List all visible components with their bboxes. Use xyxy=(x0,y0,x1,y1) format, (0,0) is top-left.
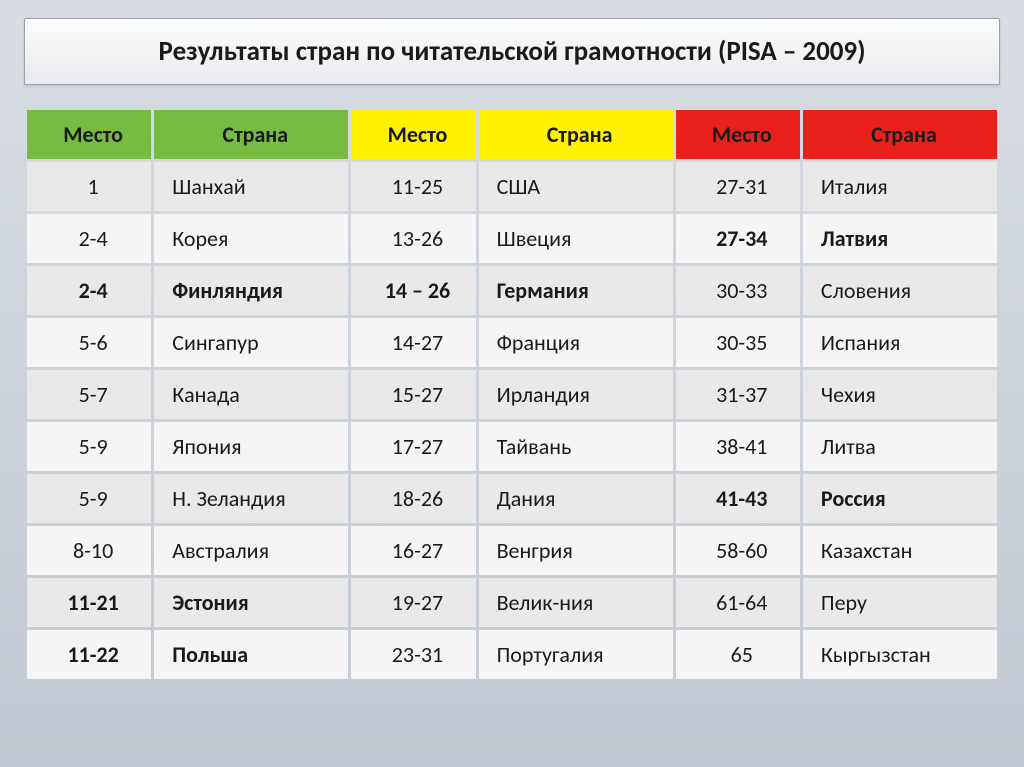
cell-country: Испания xyxy=(803,318,997,367)
cell-country: Латвия xyxy=(803,214,997,263)
cell-place: 30-35 xyxy=(676,318,800,367)
cell-country: Швеция xyxy=(479,214,673,263)
cell-country: Польша xyxy=(154,630,348,679)
cell-country: Чехия xyxy=(803,370,997,419)
table-body: 1Шанхай11-25США27-31Италия2-4Корея13-26Ш… xyxy=(27,162,997,679)
cell-country: Литва xyxy=(803,422,997,471)
cell-place: 41-43 xyxy=(676,474,800,523)
cell-country: Ирландия xyxy=(479,370,673,419)
cell-country: Япония xyxy=(154,422,348,471)
cell-place: 15-27 xyxy=(351,370,475,419)
col-header-place-2: Место xyxy=(351,110,475,159)
cell-place: 38-41 xyxy=(676,422,800,471)
cell-country: Канада xyxy=(154,370,348,419)
cell-place: 58-60 xyxy=(676,526,800,575)
table-row: 5-6Сингапур14-27Франция30-35Испания xyxy=(27,318,997,367)
cell-place: 5-7 xyxy=(27,370,151,419)
cell-place: 31-37 xyxy=(676,370,800,419)
cell-country: Н. Зеландия xyxy=(154,474,348,523)
page-title: Результаты стран по читательской грамотн… xyxy=(45,35,979,68)
table-row: 8-10Австралия16-27Венгрия58-60Казахстан xyxy=(27,526,997,575)
cell-place: 1 xyxy=(27,162,151,211)
cell-country: Финляндия xyxy=(154,266,348,315)
table-header-row: Место Страна Место Страна Место Страна xyxy=(27,110,997,159)
cell-country: Россия xyxy=(803,474,997,523)
table-row: 5-7Канада15-27Ирландия31-37Чехия xyxy=(27,370,997,419)
cell-country: Велик-ния xyxy=(479,578,673,627)
col-header-place-3: Место xyxy=(676,110,800,159)
results-table: Место Страна Место Страна Место Страна 1… xyxy=(24,107,1000,682)
table-row: 5-9Япония17-27Тайвань38-41Литва xyxy=(27,422,997,471)
col-header-country-2: Страна xyxy=(479,110,673,159)
cell-place: 8-10 xyxy=(27,526,151,575)
cell-country: Венгрия xyxy=(479,526,673,575)
table-row: 2-4Корея13-26Швеция27-34Латвия xyxy=(27,214,997,263)
cell-place: 14 – 26 xyxy=(351,266,475,315)
col-header-place-1: Место xyxy=(27,110,151,159)
cell-place: 2-4 xyxy=(27,266,151,315)
col-header-country-1: Страна xyxy=(154,110,348,159)
cell-place: 13-26 xyxy=(351,214,475,263)
cell-country: Кыргызстан xyxy=(803,630,997,679)
cell-place: 2-4 xyxy=(27,214,151,263)
cell-country: Шанхай xyxy=(154,162,348,211)
cell-country: Корея xyxy=(154,214,348,263)
cell-country: Тайвань xyxy=(479,422,673,471)
col-header-country-3: Страна xyxy=(803,110,997,159)
cell-country: Франция xyxy=(479,318,673,367)
cell-place: 17-27 xyxy=(351,422,475,471)
cell-country: Казахстан xyxy=(803,526,997,575)
cell-place: 61-64 xyxy=(676,578,800,627)
table-row: 11-22Польша23-31Португалия65Кыргызстан xyxy=(27,630,997,679)
cell-country: США xyxy=(479,162,673,211)
cell-country: Австралия xyxy=(154,526,348,575)
cell-place: 27-34 xyxy=(676,214,800,263)
cell-country: Перу xyxy=(803,578,997,627)
cell-place: 11-22 xyxy=(27,630,151,679)
cell-country: Дания xyxy=(479,474,673,523)
cell-place: 16-27 xyxy=(351,526,475,575)
cell-place: 11-25 xyxy=(351,162,475,211)
cell-place: 5-9 xyxy=(27,422,151,471)
cell-country: Германия xyxy=(479,266,673,315)
cell-place: 5-9 xyxy=(27,474,151,523)
cell-country: Португалия xyxy=(479,630,673,679)
cell-place: 30-33 xyxy=(676,266,800,315)
cell-country: Италия xyxy=(803,162,997,211)
cell-country: Эстония xyxy=(154,578,348,627)
cell-country: Сингапур xyxy=(154,318,348,367)
table-row: 11-21Эстония19-27Велик-ния61-64Перу xyxy=(27,578,997,627)
cell-place: 5-6 xyxy=(27,318,151,367)
table-row: 2-4Финляндия14 – 26Германия30-33Словения xyxy=(27,266,997,315)
cell-place: 27-31 xyxy=(676,162,800,211)
cell-place: 11-21 xyxy=(27,578,151,627)
cell-country: Словения xyxy=(803,266,997,315)
cell-place: 14-27 xyxy=(351,318,475,367)
title-panel: Результаты стран по читательской грамотн… xyxy=(24,18,1000,85)
cell-place: 18-26 xyxy=(351,474,475,523)
cell-place: 19-27 xyxy=(351,578,475,627)
cell-place: 65 xyxy=(676,630,800,679)
cell-place: 23-31 xyxy=(351,630,475,679)
table-row: 5-9Н. Зеландия18-26Дания41-43Россия xyxy=(27,474,997,523)
table-row: 1Шанхай11-25США27-31Италия xyxy=(27,162,997,211)
